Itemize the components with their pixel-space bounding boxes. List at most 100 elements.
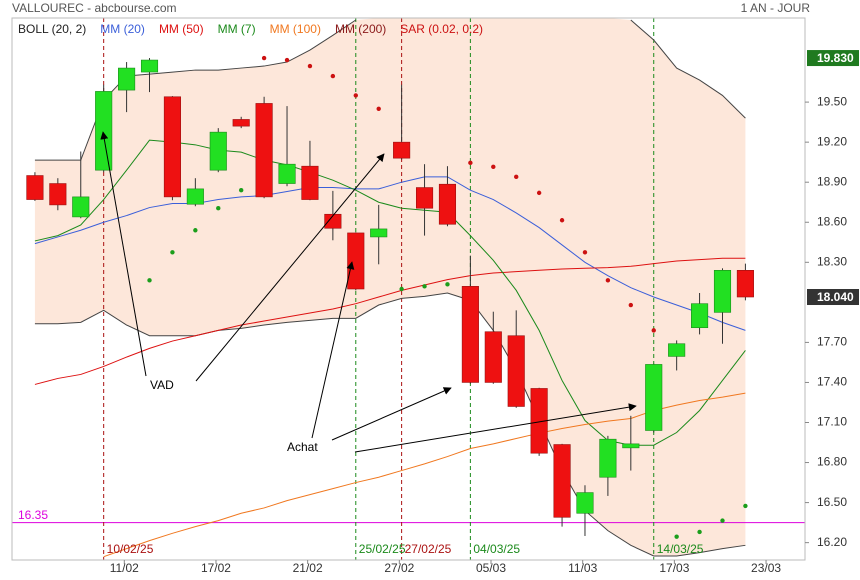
candle-body — [668, 343, 686, 357]
candle-body — [438, 183, 457, 225]
sar-dot — [514, 174, 519, 180]
moving-average — [34, 257, 746, 385]
chart-title: VALLOUREC - abcbourse.com — [12, 1, 177, 15]
sar-dot — [445, 282, 450, 287]
annotation-text: VAD — [150, 378, 174, 392]
candle-body — [72, 196, 90, 218]
candle-body — [576, 492, 594, 514]
candle-body — [347, 232, 365, 290]
candle-body — [553, 444, 571, 518]
annotation-arrow — [354, 403, 637, 453]
candle-body — [26, 175, 44, 200]
sar-dot — [651, 328, 656, 333]
y-tick-label: 19.50 — [817, 94, 847, 108]
annotation-arrow — [331, 387, 452, 441]
candle-body — [736, 270, 754, 298]
x-tick-label: 17/03 — [659, 561, 689, 575]
candle-body — [691, 303, 709, 329]
sar-dot — [170, 250, 175, 255]
y-tick-label: 18.90 — [817, 174, 847, 188]
x-tick-label: 11/03 — [568, 561, 597, 575]
candle-body — [713, 270, 732, 313]
legend: BOLL (20, 2) MM (20) MM (50) MM (7) MM (100)… — [18, 22, 483, 36]
sar-dot — [147, 278, 152, 283]
candle-body — [415, 187, 434, 209]
bollinger-upper — [34, 19, 746, 161]
price-label: 19.830 — [817, 51, 854, 65]
candle-body — [324, 213, 342, 229]
legend-entry: MM (20) — [100, 22, 145, 36]
sar-dot — [536, 190, 542, 196]
event-label: 25/02/25 — [359, 542, 406, 556]
annotation-arrow — [311, 261, 355, 439]
x-tick-label: 05/03 — [476, 561, 506, 575]
legend-entry: MM (7) — [218, 22, 256, 36]
y-tick-label: 18.30 — [817, 254, 847, 268]
y-tick-label: 16.20 — [817, 535, 847, 549]
candle-body — [95, 91, 113, 171]
candle-body — [599, 438, 617, 478]
sar-dot — [216, 206, 221, 211]
sar-dot — [491, 164, 496, 170]
candle-body — [645, 364, 663, 431]
annotation-arrow — [195, 153, 385, 382]
sar-dot — [697, 529, 702, 535]
sar-dot — [284, 57, 290, 63]
candle-body — [232, 119, 250, 127]
x-tick-label: 17/02 — [201, 561, 231, 575]
candle-body — [255, 103, 273, 198]
legend-entry: MM (100) — [270, 22, 321, 36]
x-tick-label: 11/02 — [110, 561, 139, 575]
y-tick-label: 17.70 — [817, 335, 847, 349]
moving-average — [103, 392, 746, 558]
candle-body — [140, 59, 159, 73]
annotation-text: Achat — [287, 440, 318, 454]
annotation-arrow — [100, 131, 147, 377]
sar-dot — [743, 503, 748, 509]
candle-body — [461, 286, 479, 383]
legend-entry: MM (200) — [335, 22, 386, 36]
candle-body — [278, 163, 296, 184]
candle-body — [49, 183, 67, 206]
candle-body — [301, 165, 319, 200]
y-tick-label: 16.50 — [817, 495, 847, 509]
x-tick-label: 23/03 — [751, 561, 781, 575]
candle-body — [209, 131, 227, 171]
event-label: 10/02/25 — [107, 542, 154, 556]
sar-dot — [720, 518, 725, 523]
x-tick-label: 21/02 — [293, 561, 323, 575]
candle-body — [622, 443, 640, 449]
candle-body — [186, 188, 204, 205]
sar-dot — [307, 63, 313, 69]
plot-frame — [11, 17, 806, 561]
sar-dot — [605, 278, 611, 283]
candle-body — [163, 96, 181, 198]
sar-dot — [193, 228, 198, 233]
event-label: 04/03/25 — [473, 542, 520, 556]
candle-body — [484, 331, 502, 383]
candle-body — [370, 228, 388, 238]
sar-dot — [353, 93, 358, 98]
sar-dot — [422, 284, 427, 289]
y-tick-label: 16.80 — [817, 455, 847, 469]
sar-dot — [674, 534, 679, 539]
y-tick-label: 17.40 — [817, 375, 847, 389]
candle-body — [507, 335, 525, 407]
candle-body — [118, 67, 136, 91]
legend-entry: BOLL (20, 2) — [18, 22, 86, 36]
sar-dot — [468, 160, 473, 166]
sar-dot — [582, 250, 588, 255]
x-tick-label: 27/02 — [384, 561, 414, 575]
sar-dot — [399, 286, 404, 292]
y-tick-label: 18.60 — [817, 214, 847, 228]
sar-dot — [238, 188, 244, 193]
sar-dot — [330, 73, 336, 79]
legend-entry: MM (50) — [159, 22, 204, 36]
moving-average — [34, 176, 746, 331]
sar-dot — [261, 55, 267, 61]
candle-body — [393, 141, 411, 159]
sar-dot — [559, 218, 565, 223]
level-label: 16.35 — [18, 508, 48, 522]
legend-entry: SAR (0.02, 0.2) — [400, 22, 483, 36]
